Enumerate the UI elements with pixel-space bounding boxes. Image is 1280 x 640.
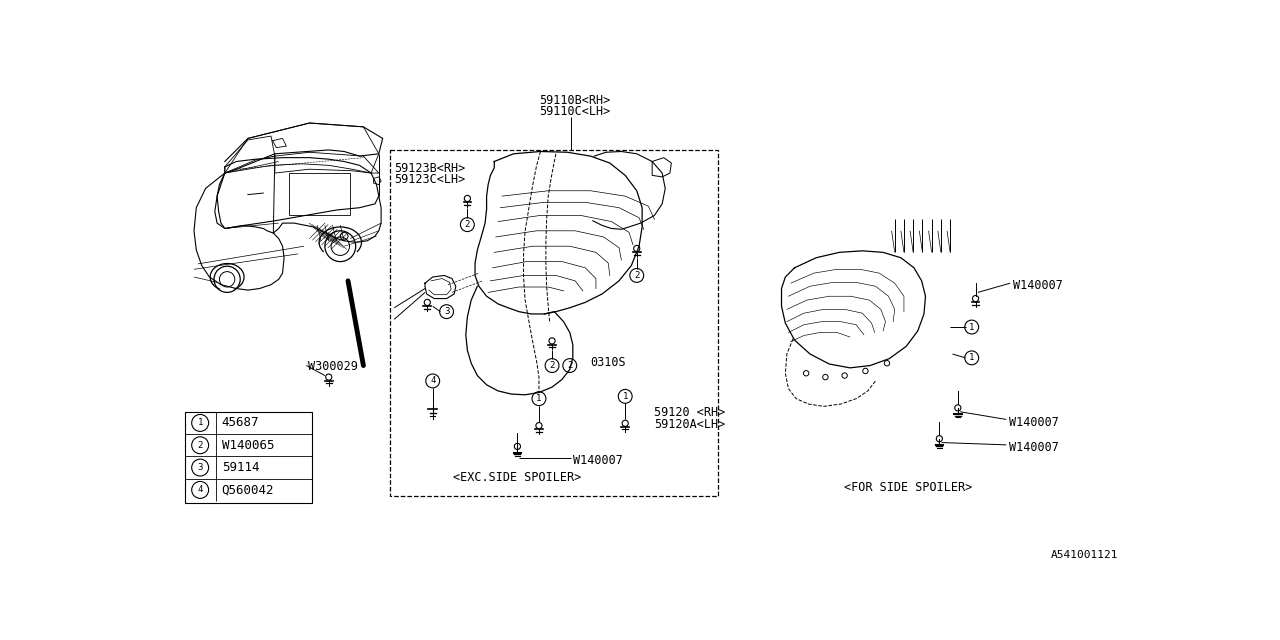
Text: 45687: 45687 (221, 417, 260, 429)
Text: W140007: W140007 (1009, 441, 1059, 454)
Bar (184, 412, 312, 502)
Text: 59120A<LH>: 59120A<LH> (654, 418, 726, 431)
Polygon shape (374, 177, 381, 184)
Text: 59123C<LH>: 59123C<LH> (394, 173, 466, 186)
Text: W300029: W300029 (308, 360, 358, 373)
Text: 4: 4 (197, 485, 202, 495)
Text: 2: 2 (549, 361, 554, 370)
Text: 59120 <RH>: 59120 <RH> (654, 406, 726, 419)
Text: 59114: 59114 (221, 461, 260, 474)
Text: 3: 3 (197, 463, 202, 472)
Text: 0310S: 0310S (590, 356, 626, 369)
Text: A541001121: A541001121 (1051, 550, 1117, 561)
Bar (289, 173, 351, 216)
Text: 59110B<RH>: 59110B<RH> (539, 93, 611, 107)
Text: 2: 2 (567, 361, 572, 370)
Text: 1: 1 (969, 323, 974, 332)
Text: 59110C<LH>: 59110C<LH> (539, 106, 611, 118)
Text: 59123B<RH>: 59123B<RH> (394, 161, 466, 175)
Text: 3: 3 (444, 307, 449, 316)
Text: 1: 1 (969, 353, 974, 362)
Text: Q560042: Q560042 (221, 483, 274, 497)
Text: 2: 2 (634, 271, 640, 280)
Text: 2: 2 (197, 441, 202, 450)
Text: 2: 2 (465, 220, 470, 229)
Text: W140065: W140065 (221, 439, 274, 452)
Text: <EXC.SIDE SPOILER>: <EXC.SIDE SPOILER> (453, 471, 581, 484)
Text: 1: 1 (622, 392, 628, 401)
Text: <FOR SIDE SPOILER>: <FOR SIDE SPOILER> (845, 481, 973, 494)
Text: 1: 1 (197, 419, 202, 428)
Text: 1: 1 (536, 394, 541, 403)
Text: W140007: W140007 (1012, 279, 1062, 292)
Text: W140007: W140007 (573, 454, 622, 467)
Bar (390, 150, 718, 497)
Text: 4: 4 (430, 376, 435, 385)
Text: W140007: W140007 (1009, 415, 1059, 429)
